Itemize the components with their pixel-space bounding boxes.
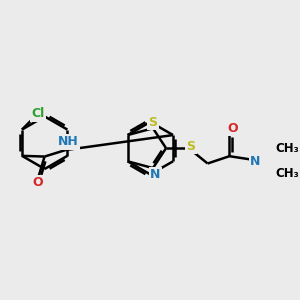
Text: O: O <box>227 122 238 135</box>
Text: S: S <box>148 116 158 129</box>
Text: N: N <box>250 155 260 168</box>
Text: N: N <box>150 168 160 181</box>
Text: CH₃: CH₃ <box>275 142 299 155</box>
Text: NH: NH <box>58 136 79 148</box>
Text: Cl: Cl <box>32 107 45 120</box>
Text: S: S <box>186 140 195 153</box>
Text: CH₃: CH₃ <box>275 167 299 180</box>
Text: O: O <box>33 176 43 189</box>
